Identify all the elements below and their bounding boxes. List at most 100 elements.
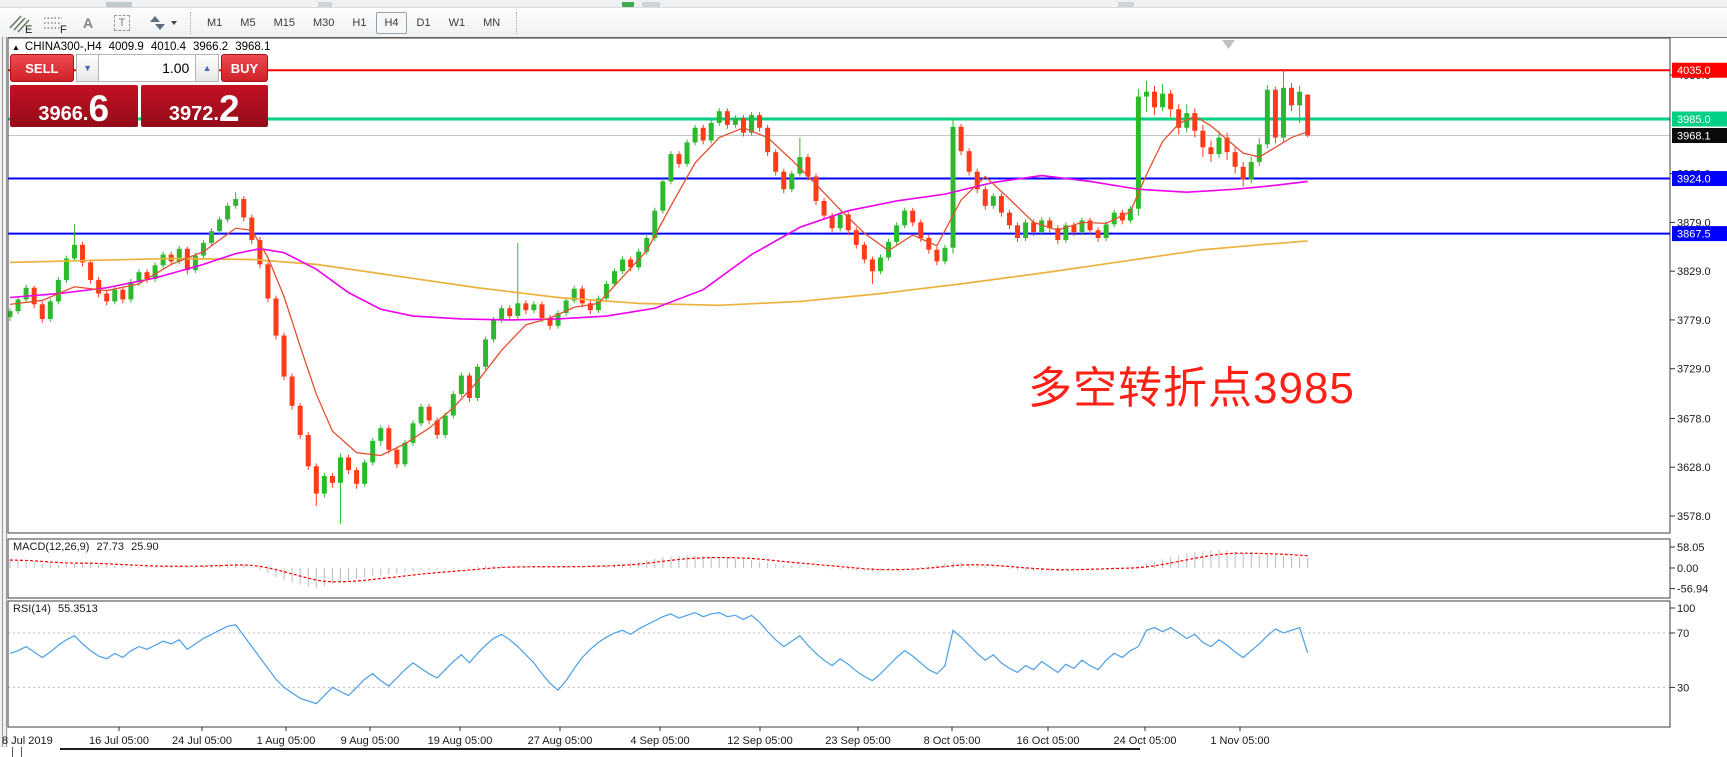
price-axis: 4030.03929.03879.03829.03779.03729.03678… (1670, 62, 1727, 523)
date-tick-label: 12 Sep 05:00 (727, 735, 792, 747)
rsi-value: 55.3513 (57, 603, 98, 615)
horizontal-level-lines[interactable] (8, 69, 1670, 235)
rsi-plot-border (7, 600, 1671, 728)
ohlc-low: 3966.2 (193, 41, 229, 53)
volume-input[interactable] (99, 54, 196, 82)
chart-text-annotation: 多空转折点3985 (1028, 364, 1355, 413)
timeframe-button-M5[interactable]: M5 (240, 16, 256, 29)
timeframe-button-W1[interactable]: W1 (448, 16, 466, 29)
date-tick-label: 23 Sep 05:00 (825, 735, 890, 747)
price-tick-label: 3729.0 (1677, 364, 1711, 376)
date-tick-label: 8 Jul 2019 (2, 735, 53, 747)
rsi-indicator-label: RSI(14) 55.3513 (13, 603, 98, 615)
rsi-scale-label: 30 (1677, 682, 1689, 694)
sell-price-main: 3966 (38, 103, 83, 125)
price-level-badge-label: 3985.0 (1677, 114, 1711, 126)
price-level-badge-label: 3867.5 (1677, 229, 1711, 241)
price-level-badge (1672, 62, 1727, 78)
toolbar-separator (516, 11, 518, 34)
time-axis[interactable]: 8 Jul 2019 16 Jul 05:00 24 Jul 05:00 1 Aug … (2, 727, 1270, 747)
toolbar-fragment (318, 2, 332, 7)
date-tick-label: 16 Jul 05:00 (89, 735, 149, 747)
price-level-badge-label: 4035.0 (1677, 65, 1711, 77)
date-tick-label: 24 Oct 05:00 (1114, 735, 1177, 747)
price-tick-label: 3578.0 (1677, 511, 1711, 523)
volume-decrease-button[interactable]: ▼ (75, 54, 100, 82)
ma-mid-magenta-line (9, 174, 1308, 321)
rsi-panel[interactable]: 100 70 30 (7, 600, 1695, 728)
rsi-scale-label: 70 (1677, 628, 1689, 640)
price-tick-label: 3829.0 (1677, 266, 1711, 278)
date-tick-label: 1 Nov 05:00 (1210, 735, 1269, 747)
buy-price-main: 3972 (168, 103, 214, 125)
timeframe-button-M15[interactable]: M15 (273, 16, 295, 29)
volume-increase-button[interactable]: ▲ (195, 54, 219, 82)
macd-value-signal: 25.90 (131, 541, 159, 553)
buy-button[interactable]: BUY (220, 54, 268, 82)
ma-fast-red-line (9, 115, 1308, 457)
window-left-frame (0, 37, 8, 757)
price-tick-label: 3678.0 (1677, 413, 1711, 425)
macd-scale-label: 58.05 (1677, 542, 1705, 554)
price-level-badge (1672, 111, 1727, 127)
text-box-icon[interactable]: T (108, 11, 136, 35)
timeframe-button-M30[interactable]: M30 (312, 16, 335, 29)
rsi-scale-label: 100 (1677, 603, 1695, 615)
date-tick-label: 27 Aug 05:00 (528, 735, 593, 747)
collapse-icon[interactable]: ▲ (12, 43, 20, 52)
price-level-badge (1672, 171, 1727, 187)
toolbar-fragment (1118, 2, 1134, 7)
date-tick-label: 24 Jul 05:00 (172, 735, 232, 747)
sell-price-big-digit: 6 (88, 87, 110, 129)
macd-scale-label: 0.00 (1677, 563, 1698, 575)
price-tick-label: 3628.0 (1677, 462, 1711, 474)
toolbar-fragment (642, 2, 660, 7)
timeframe-button-M1[interactable]: M1 (207, 16, 223, 29)
text-label-icon[interactable]: A (82, 14, 94, 31)
date-tick-label: 1 Aug 05:00 (257, 735, 316, 747)
price-level-badge (1672, 226, 1727, 242)
toolbar-fragment-green (622, 2, 634, 7)
toolbar-fragment (106, 2, 132, 7)
main-plot-border (7, 37, 1671, 534)
price-level-badge-label: 3968.1 (1677, 130, 1711, 142)
price-level-badge-label: 3924.0 (1677, 174, 1711, 186)
svg-text:F: F (60, 24, 67, 34)
top-cropped-toolbar (0, 0, 1727, 8)
price-level-badge (1672, 127, 1727, 143)
ma-slow-orange-line (9, 240, 1308, 307)
chart-title: ▲ CHINA300-,H4 4009.9 4010.4 3966.2 3968.1 (12, 41, 270, 53)
panel-top-border (60, 748, 1140, 750)
sell-price-panel[interactable]: 3966. 6 (10, 85, 138, 127)
ohlc-close: 3968.1 (235, 41, 271, 53)
bottom-cropped-panel (0, 747, 1727, 757)
symbol-period-label: CHINA300-,H4 (24, 41, 102, 53)
indicators-icon[interactable]: E (6, 11, 34, 35)
macd-scale-label: -56.94 (1677, 584, 1708, 596)
timeframe-button-MN[interactable]: MN (483, 16, 501, 29)
svg-text:E: E (25, 24, 32, 34)
timeframe-button-D1[interactable]: D1 (416, 16, 431, 29)
buy-price-panel[interactable]: 3972. 2 (140, 85, 268, 129)
date-tick-label: 16 Oct 05:00 (1017, 735, 1080, 747)
panel-grip (12, 747, 22, 757)
date-tick-label: 19 Aug 05:00 (428, 735, 493, 747)
macd-indicator-label: MACD(12,26,9) 27.73 25.90 (13, 541, 159, 553)
ohlc-high: 4010.4 (150, 41, 186, 53)
date-tick-label: 9 Aug 05:00 (341, 735, 400, 747)
chart-shift-marker-icon[interactable] (1222, 40, 1235, 49)
grid-icon[interactable]: F (40, 11, 68, 35)
arrange-arrows-icon[interactable] (142, 11, 182, 35)
date-tick-label: 8 Oct 05:00 (924, 735, 981, 747)
toolbar-separator (190, 11, 191, 34)
price-tick-label: 3779.0 (1677, 315, 1711, 327)
buy-price-big-digit: 2 (218, 87, 240, 129)
sell-button[interactable]: SELL (10, 54, 74, 82)
timeframe-button-H4[interactable]: H4 (376, 11, 407, 34)
rsi-line (9, 611, 1309, 705)
ohlc-open: 4009.9 (108, 41, 144, 53)
timeframe-button-H1[interactable]: H1 (352, 16, 367, 29)
macd-panel[interactable]: 58.05 0.00 -56.94 (7, 538, 1708, 599)
